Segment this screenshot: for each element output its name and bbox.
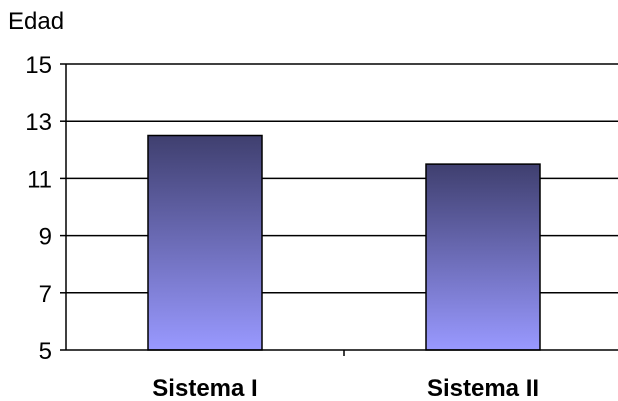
y-tick-label: 5 — [39, 338, 52, 365]
y-tick-label: 11 — [27, 166, 52, 193]
y-ticks: 5 7 9 11 13 15 — [25, 52, 66, 365]
x-tick-label: Sistema II — [427, 375, 539, 401]
y-tick-label: 13 — [25, 109, 52, 136]
bars — [148, 136, 540, 351]
y-tick-label: 7 — [39, 281, 52, 308]
bar — [148, 136, 262, 351]
y-tick-label: 9 — [39, 224, 52, 251]
x-tick-label: Sistema I — [152, 375, 257, 401]
y-tick-label: 15 — [25, 52, 52, 79]
x-tick-labels: Sistema I Sistema II — [152, 375, 539, 401]
bar — [426, 164, 540, 350]
